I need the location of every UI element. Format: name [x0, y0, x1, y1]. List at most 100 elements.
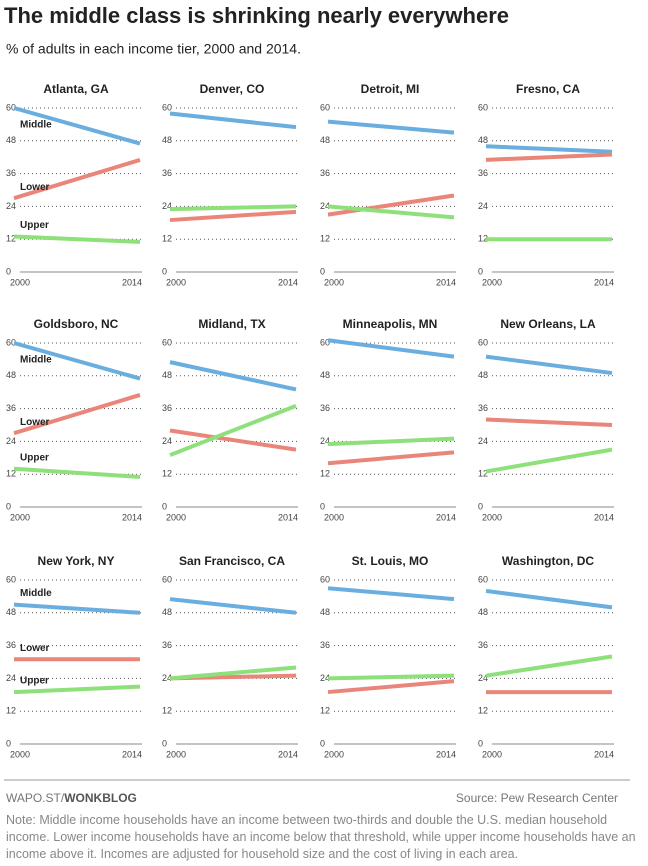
x-tick-label: 2014 [122, 512, 142, 522]
y-tick-label: 0 [320, 266, 325, 276]
y-tick-label: 0 [478, 266, 483, 276]
y-tick-label: 0 [478, 738, 483, 748]
y-tick-label: 60 [478, 102, 488, 112]
panel-title: New Orleans, LA [500, 317, 596, 331]
x-tick-label: 2014 [436, 512, 456, 522]
legend-label: Middle [20, 120, 52, 131]
panel-title: Fresno, CA [516, 82, 580, 96]
y-tick-label: 0 [478, 501, 483, 511]
y-tick-label: 0 [320, 501, 325, 511]
y-tick-label: 60 [478, 337, 488, 347]
y-tick-label: 12 [162, 706, 172, 716]
series-line [169, 209, 297, 223]
y-tick-label: 24 [478, 673, 488, 683]
y-tick-label: 60 [162, 337, 172, 347]
y-tick-label: 36 [6, 640, 16, 650]
y-tick-label: 36 [162, 640, 172, 650]
panel-title: Minneapolis, MN [343, 317, 438, 331]
y-tick-label: 24 [320, 201, 330, 211]
y-tick-label: 48 [320, 370, 330, 380]
y-tick-label: 36 [6, 403, 16, 413]
series-line [327, 679, 455, 695]
x-tick-label: 2014 [594, 277, 614, 287]
x-tick-label: 2000 [166, 277, 186, 287]
panel-title: San Francisco, CA [179, 554, 285, 568]
legend-label: Middle [20, 588, 52, 599]
y-tick-label: 36 [320, 168, 330, 178]
y-tick-label: 12 [320, 469, 330, 479]
x-tick-label: 2000 [10, 512, 30, 522]
subtitle: % of adults in each income tier, 2000 an… [6, 41, 301, 57]
y-tick-label: 48 [162, 135, 172, 145]
brand-prefix: WAPO.ST/ [6, 791, 65, 805]
y-tick-label: 60 [6, 102, 16, 112]
y-tick-label: 48 [6, 135, 16, 145]
x-tick-label: 2014 [436, 749, 456, 759]
series-line [327, 673, 455, 681]
x-tick-label: 2014 [278, 512, 298, 522]
y-tick-label: 24 [478, 436, 488, 446]
y-tick-label: 36 [162, 403, 172, 413]
series-line [169, 597, 297, 615]
y-tick-label: 24 [320, 436, 330, 446]
series-line [485, 152, 613, 162]
y-tick-label: 48 [162, 370, 172, 380]
series-line [327, 338, 455, 359]
legend-label: Middle [20, 355, 52, 366]
x-tick-label: 2014 [436, 277, 456, 287]
y-tick-label: 12 [320, 234, 330, 244]
legend-label: Lower [20, 417, 50, 428]
series-line [13, 466, 141, 479]
y-tick-label: 36 [320, 403, 330, 413]
y-tick-label: 0 [162, 266, 167, 276]
series-line [169, 428, 297, 452]
y-tick-label: 60 [320, 337, 330, 347]
series-line [327, 204, 455, 220]
x-tick-label: 2014 [594, 749, 614, 759]
y-tick-label: 48 [6, 607, 16, 617]
series-line [169, 111, 297, 130]
series-line [327, 436, 455, 447]
y-tick-label: 0 [6, 738, 11, 748]
y-tick-label: 36 [478, 640, 488, 650]
panel-title: Washington, DC [502, 554, 595, 568]
y-tick-label: 60 [162, 102, 172, 112]
series-line [485, 417, 613, 427]
x-tick-label: 2000 [324, 749, 344, 759]
note: Note: Middle income households have an i… [6, 813, 636, 861]
x-tick-label: 2014 [594, 512, 614, 522]
series-line [13, 393, 141, 436]
x-tick-label: 2014 [122, 749, 142, 759]
y-tick-label: 24 [6, 673, 16, 683]
y-tick-label: 0 [6, 501, 11, 511]
y-tick-label: 12 [478, 706, 488, 716]
y-tick-label: 36 [162, 168, 172, 178]
y-tick-label: 60 [162, 574, 172, 584]
y-tick-label: 60 [6, 337, 16, 347]
panel-title: Goldsboro, NC [34, 317, 119, 331]
y-tick-label: 0 [6, 266, 11, 276]
brand: WAPO.ST/WONKBLOG [6, 791, 137, 805]
panel-title: Denver, CO [200, 82, 265, 96]
series-line [169, 204, 297, 212]
series-line [13, 106, 141, 146]
y-tick-label: 36 [478, 168, 488, 178]
brand-name: WONKBLOG [64, 791, 137, 805]
legend-label: Upper [20, 676, 49, 687]
y-tick-label: 48 [478, 607, 488, 617]
x-tick-label: 2000 [166, 512, 186, 522]
y-tick-label: 12 [6, 234, 16, 244]
series-line [485, 654, 613, 678]
series-line [13, 602, 141, 615]
legend-label: Lower [20, 643, 50, 654]
y-tick-label: 24 [162, 201, 172, 211]
series-line [327, 193, 455, 217]
panel-title: Atlanta, GA [43, 82, 109, 96]
legend-label: Upper [20, 220, 49, 231]
x-tick-label: 2014 [278, 749, 298, 759]
y-tick-label: 48 [320, 607, 330, 617]
y-tick-label: 0 [320, 738, 325, 748]
y-tick-label: 48 [478, 370, 488, 380]
y-tick-label: 24 [162, 436, 172, 446]
